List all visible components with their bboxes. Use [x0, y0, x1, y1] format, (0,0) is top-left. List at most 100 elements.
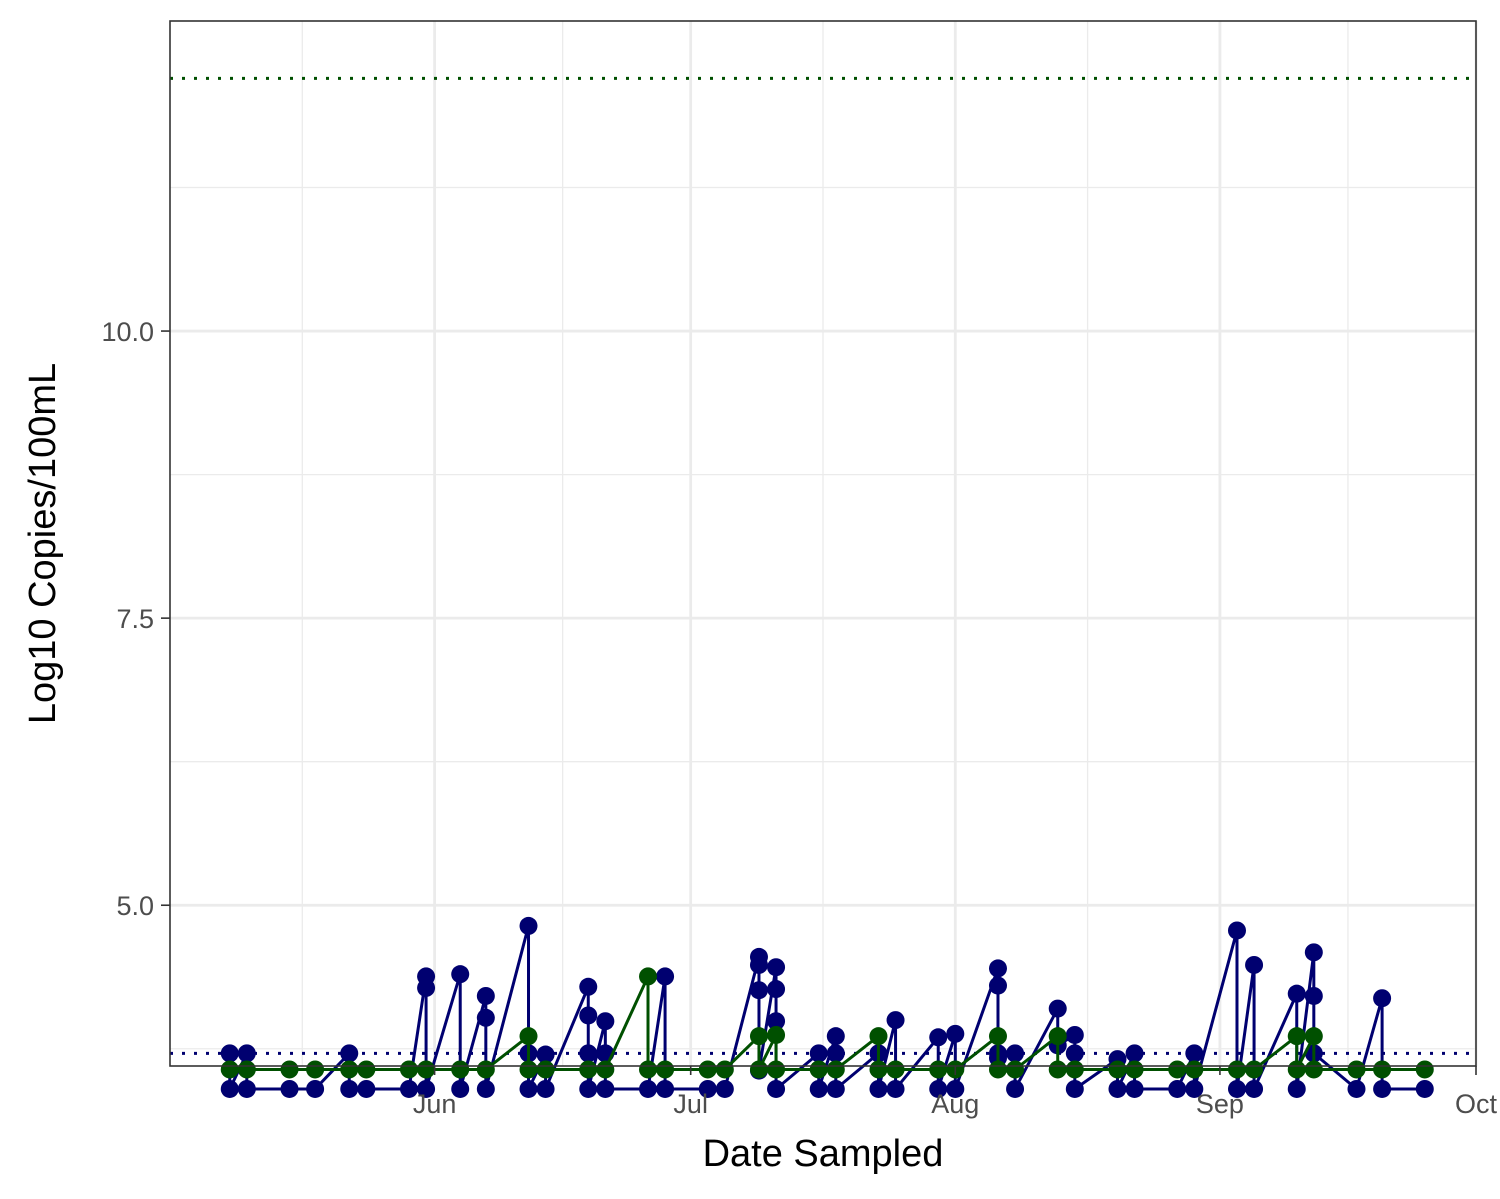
data-point [1006, 1079, 1025, 1098]
x-tick-label: Aug [931, 1089, 979, 1119]
data-point [519, 1027, 538, 1046]
data-point [476, 1060, 495, 1079]
data-point [357, 1079, 376, 1098]
data-point [306, 1060, 325, 1079]
data-point [1048, 999, 1067, 1018]
data-point [237, 1060, 256, 1079]
series-1 [220, 916, 1434, 1098]
y-tick-label: 10.0 [101, 317, 154, 347]
data-point [1048, 1027, 1067, 1046]
data-point [579, 1079, 598, 1098]
data-point [1373, 1079, 1392, 1098]
data-point [1168, 1079, 1187, 1098]
data-point [826, 1027, 845, 1046]
data-point [1287, 1060, 1306, 1079]
data-point [476, 986, 495, 1005]
data-point [1245, 955, 1264, 974]
data-point [519, 1060, 538, 1079]
y-axis-title: Log10 Copies/100mL [22, 363, 64, 724]
data-point [536, 1079, 555, 1098]
data-point [596, 1079, 615, 1098]
data-point [451, 965, 470, 984]
x-tick-label: Jun [413, 1089, 457, 1119]
data-point [1125, 1079, 1144, 1098]
data-point [946, 1024, 965, 1043]
data-point [1347, 1079, 1366, 1098]
data-point [767, 1060, 786, 1079]
data-point [1065, 1079, 1084, 1098]
data-point [1304, 1027, 1323, 1046]
data-point [749, 1027, 768, 1046]
data-point [1227, 921, 1246, 940]
x-axis: Jun Jul Aug Sep Oct [413, 1066, 1498, 1119]
data-point [1065, 1044, 1084, 1063]
y-axis: 5.0 7.5 10.0 [101, 317, 170, 921]
data-point [767, 980, 786, 999]
data-point [869, 1027, 888, 1046]
data-point [929, 1028, 948, 1047]
data-point [1185, 1060, 1204, 1079]
data-point [715, 1079, 734, 1098]
data-point [1304, 986, 1323, 1005]
data-point [306, 1079, 325, 1098]
data-point [639, 967, 658, 986]
y-tick-label: 7.5 [116, 604, 154, 634]
data-point [639, 1079, 658, 1098]
data-point [1227, 1079, 1246, 1098]
data-point [476, 1008, 495, 1027]
data-point [1168, 1060, 1187, 1079]
data-point [1065, 1025, 1084, 1044]
data-point [715, 1060, 734, 1079]
data-point [340, 1044, 359, 1063]
data-series [220, 916, 1434, 1098]
data-point [809, 1044, 828, 1063]
x-axis-title: Date Sampled [703, 1133, 944, 1175]
data-point [869, 1060, 888, 1079]
data-point [476, 1079, 495, 1098]
data-point [417, 1060, 436, 1079]
data-point [579, 977, 598, 996]
data-point [767, 1025, 786, 1044]
data-point [1347, 1060, 1366, 1079]
data-point [698, 1060, 717, 1079]
data-point [519, 916, 538, 935]
data-point [1287, 1079, 1306, 1098]
data-point [536, 1060, 555, 1079]
data-point [1048, 1060, 1067, 1079]
data-point [1227, 1060, 1246, 1079]
data-point [886, 1079, 905, 1098]
data-point [749, 981, 768, 1000]
data-point [340, 1079, 359, 1098]
data-point [220, 1060, 239, 1079]
data-point [280, 1060, 299, 1079]
data-point [220, 1044, 239, 1063]
data-point [1006, 1060, 1025, 1079]
data-point [698, 1079, 717, 1098]
data-point [237, 1044, 256, 1063]
x-tick-label: Oct [1455, 1089, 1498, 1119]
data-point [656, 1060, 675, 1079]
x-tick-label: Sep [1196, 1089, 1244, 1119]
data-point [1125, 1044, 1144, 1063]
data-point [237, 1079, 256, 1098]
data-point [988, 959, 1007, 978]
data-point [809, 1060, 828, 1079]
panel-border [169, 20, 1477, 1067]
data-point [1108, 1060, 1127, 1079]
data-point [656, 967, 675, 986]
data-point [340, 1060, 359, 1079]
data-point [656, 1079, 675, 1098]
data-point [1373, 1060, 1392, 1079]
data-point [988, 1027, 1007, 1046]
data-point [596, 1060, 615, 1079]
data-point [869, 1079, 888, 1098]
data-point [826, 1060, 845, 1079]
data-point [1185, 1044, 1204, 1063]
data-point [929, 1060, 948, 1079]
data-point [767, 1012, 786, 1031]
data-point [1304, 943, 1323, 962]
data-point [451, 1060, 470, 1079]
data-point [579, 1006, 598, 1025]
